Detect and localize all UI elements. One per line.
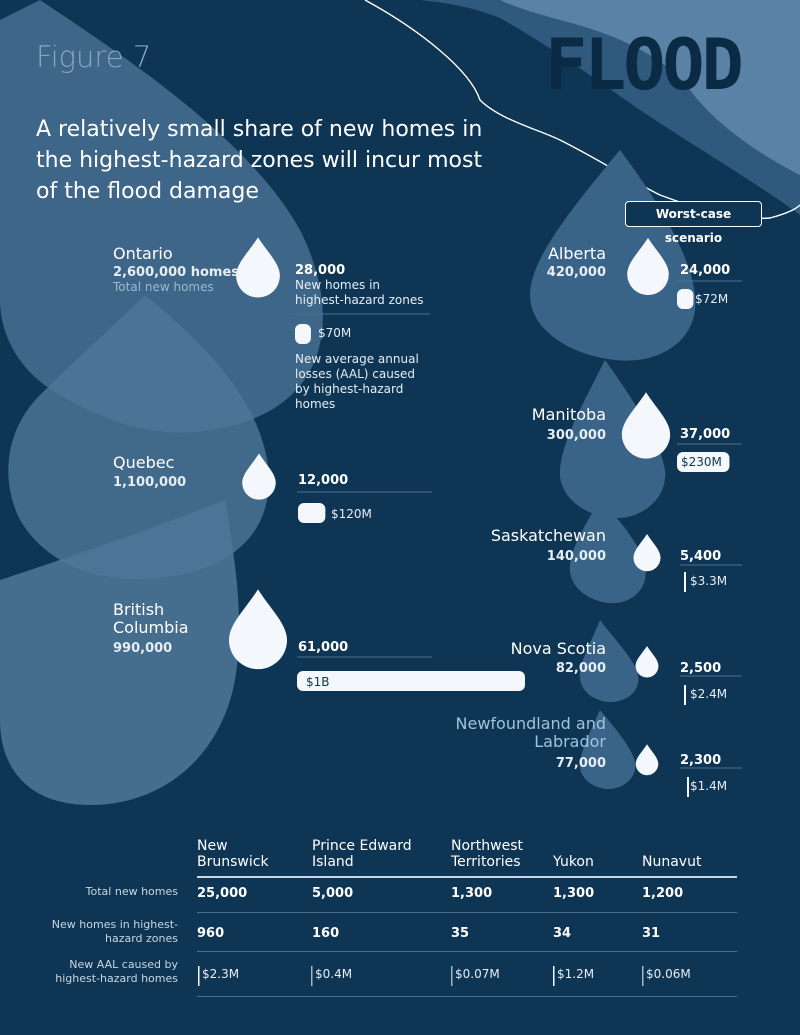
drop-area-bc xyxy=(0,500,240,805)
hazard-homes-manitoba: 37,000 xyxy=(680,427,731,442)
province-name-manitoba: Manitoba xyxy=(531,405,606,424)
aal-bar-british-columbia xyxy=(297,671,525,691)
table-cell: 160 xyxy=(312,926,340,941)
drop-area-saskatchewan xyxy=(569,500,646,604)
table-cell: 1,300 xyxy=(553,886,595,901)
table-row-label-aal: New AAL caused by highest-hazard homes xyxy=(55,958,178,985)
drop-marker-newfoundland-and-labrador xyxy=(635,744,659,776)
table-row-rule xyxy=(197,951,737,952)
table-col-nunavut: Nunavut xyxy=(642,854,702,870)
table-cell: $0.07M xyxy=(455,967,500,981)
table-cell: 35 xyxy=(451,926,470,941)
table-aal-bar-yukon xyxy=(553,966,555,986)
table-col-new-brunswick: New Brunswick xyxy=(197,838,269,870)
table-bottom-rule xyxy=(197,996,737,997)
table-aal-bar-new-brunswick xyxy=(198,966,200,986)
aal-bar-ontario xyxy=(295,324,311,344)
aal-label-quebec: $120M xyxy=(331,507,372,521)
province-name-bc: British Columbia xyxy=(113,600,189,637)
hazard-title: FLOOD xyxy=(545,24,744,106)
headline: A relatively small share of new homes in… xyxy=(36,117,483,204)
aal-label-alberta: $72M xyxy=(695,292,729,306)
drop-marker-british-columbia xyxy=(229,589,287,670)
table-cell: 31 xyxy=(642,926,661,941)
aal-bar-newfoundland-and-labrador xyxy=(687,777,689,797)
total-homes-saskatchewan: 140,000 xyxy=(546,549,606,564)
drop-marker-manitoba xyxy=(621,392,671,459)
province-name-quebec: Quebec xyxy=(113,453,175,472)
aal-label-ontario: $70M xyxy=(318,326,352,340)
drop-area-nl xyxy=(579,710,636,790)
total-homes-manitoba: 300,000 xyxy=(546,428,606,443)
aal-bar-alberta xyxy=(677,289,694,309)
table-cell: 960 xyxy=(197,926,225,941)
table-cell: 1,200 xyxy=(642,886,684,901)
province-name-novascotia: Nova Scotia xyxy=(510,639,606,658)
aal-bar-saskatchewan xyxy=(684,572,686,592)
landform-light xyxy=(500,0,800,175)
hazard-homes-ontario: 28,000 xyxy=(295,263,346,278)
province-name-nl: Newfoundland and Labrador xyxy=(455,714,607,751)
drop-marker-nova-scotia xyxy=(635,645,659,678)
hazard-homes-saskatchewan: 5,400 xyxy=(680,549,722,564)
table-col-yukon: Yukon xyxy=(553,854,594,870)
outline-curve xyxy=(364,0,800,219)
drop-marker-quebec xyxy=(242,453,276,500)
aal-label-saskatchewan: $3.3M xyxy=(690,574,728,588)
drop-area-novascotia xyxy=(579,620,639,703)
hazard-homes-alberta: 24,000 xyxy=(680,263,731,278)
table-cell: $1.2M xyxy=(557,967,595,981)
hazard-homes-nl: 2,300 xyxy=(680,753,722,768)
table-cell: $0.4M xyxy=(315,967,353,981)
province-name-saskatchewan: Saskatchewan xyxy=(490,526,606,545)
hazard-homes-bc: 61,000 xyxy=(298,640,349,655)
table-header-rule xyxy=(197,876,737,878)
province-name-alberta: Alberta xyxy=(547,244,606,263)
aal-label-novascotia: $2.4M xyxy=(690,687,728,701)
table-cell: $0.06M xyxy=(646,967,691,981)
province-name-ontario: Ontario xyxy=(113,244,173,263)
table-cell: 5,000 xyxy=(312,886,354,901)
drop-marker-ontario xyxy=(236,237,280,298)
aal-label-nl: $1.4M xyxy=(690,779,728,793)
total-homes-alberta: 420,000 xyxy=(546,265,606,280)
scenario-badge: Worst-case scenario xyxy=(625,201,762,245)
hazard-homes-quebec: 12,000 xyxy=(298,473,349,488)
total-homes-nl: 77,000 xyxy=(555,756,606,771)
table-aal-bar-prince-edward-island xyxy=(311,966,313,986)
table-col-nwt: Northwest Territories xyxy=(451,838,524,870)
table-row-label-total: Total new homes xyxy=(85,885,178,898)
table-row-label-hazard: New homes in highest-hazard zones xyxy=(51,918,178,945)
table-cell: 34 xyxy=(553,926,572,941)
aal-label-bc: $1B xyxy=(306,675,330,689)
total-homes-ontario: 2,600,000 homes xyxy=(113,265,240,280)
hazard-homes-novascotia: 2,500 xyxy=(680,661,722,676)
table-row-rule xyxy=(197,912,737,913)
table-cell: 1,300 xyxy=(451,886,493,901)
figure-label: Figure 7 xyxy=(36,40,152,74)
table-aal-bar-nunavut xyxy=(642,966,644,986)
drop-marker-saskatchewan xyxy=(633,534,661,572)
drop-marker-alberta xyxy=(627,237,669,296)
total-homes-quebec: 1,100,000 xyxy=(113,475,187,490)
total-homes-novascotia: 82,000 xyxy=(555,661,606,676)
drop-area-manitoba xyxy=(559,360,666,519)
legend-hazard-homes: New homes in highest-hazard zones xyxy=(295,278,424,307)
drop-area-quebec xyxy=(8,295,269,580)
table-cell: 25,000 xyxy=(197,886,248,901)
legend-aal: New average annual losses (AAL) caused b… xyxy=(295,352,419,411)
total-homes-bc: 990,000 xyxy=(113,641,173,656)
aal-label-manitoba: $230M xyxy=(681,455,722,469)
aal-bar-manitoba xyxy=(677,452,730,472)
table-col-pei: Prince Edward Island xyxy=(312,838,412,870)
table-cell: $2.3M xyxy=(202,967,240,981)
table-aal-bar-northwest-territories xyxy=(451,966,453,986)
aal-bar-nova-scotia xyxy=(684,685,686,705)
drop-area-ontario xyxy=(0,0,323,433)
aal-bar-quebec xyxy=(298,503,326,523)
legend-total-new-homes: Total new homes xyxy=(113,280,214,294)
